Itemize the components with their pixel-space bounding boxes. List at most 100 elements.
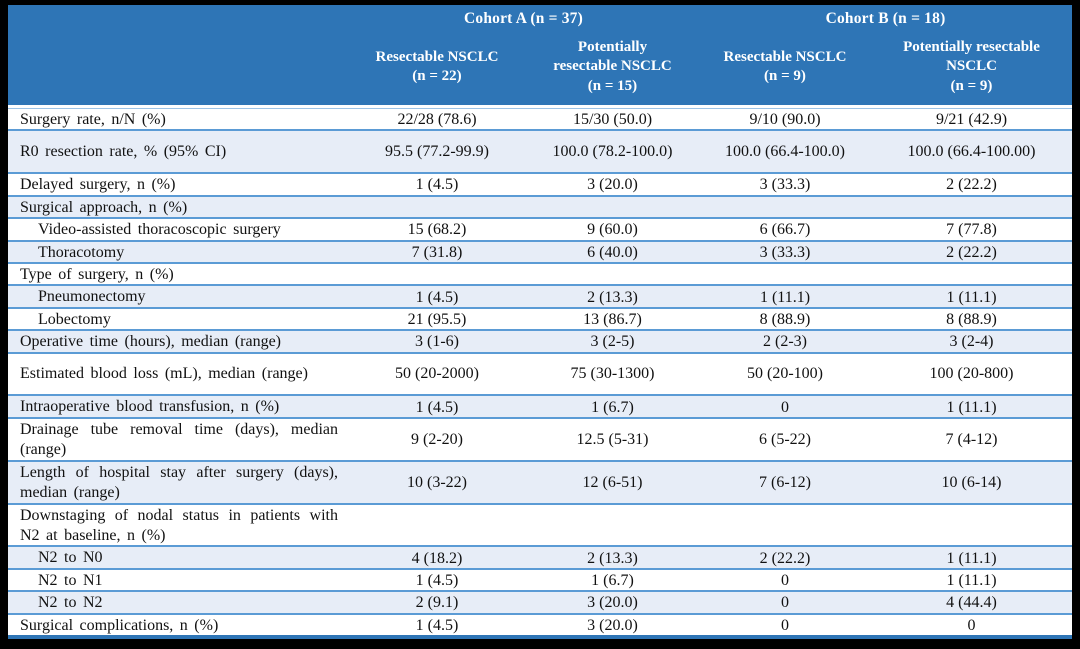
- cell-value-cohortA-potentially-resectable: 6 (40.0): [587, 243, 638, 261]
- table-row: R0 resection rate, % (95% CI) 95.5 (77.2…: [8, 129, 1072, 173]
- row-label: Delayed surgery, n (%): [20, 176, 176, 194]
- table-row: Thoracotomy 7 (31.8) 6 (40.0) 3 (33.3) 2…: [8, 239, 1072, 262]
- row-label: Downstaging of nodal status in patients …: [20, 506, 338, 544]
- table-row: Operative time (hours), median (range) 3…: [8, 329, 1072, 352]
- cell-value-cohortB-potentially-resectable: 1 (11.1): [946, 398, 997, 416]
- row-label: Estimated blood loss (mL), median (range…: [20, 364, 308, 382]
- cell-value-cohortB-potentially-resectable: 7 (4-12): [945, 431, 998, 449]
- row-label: Length of hospital stay after surgery (d…: [20, 463, 338, 502]
- cell-value-cohortB-resectable: 6 (66.7): [759, 221, 811, 239]
- cell-value-cohortA-potentially-resectable: 2 (13.3): [587, 549, 638, 567]
- cell-value-cohortA-potentially-resectable: 12 (6-51): [582, 474, 643, 492]
- cell-value-cohortA-resectable: 7 (31.8): [411, 243, 463, 261]
- table-row: Video-assisted thoracoscopic surgery 15 …: [8, 217, 1072, 240]
- cell-value-cohortB-potentially-resectable: 100 (20-800): [929, 365, 1014, 383]
- cell-value-cohortA-resectable: 3 (1-6): [415, 333, 459, 351]
- col-header-cohortB-potentially-resectable: Potentially resectable NSCLC (n = 9): [871, 38, 1072, 97]
- cell-value-cohortB-potentially-resectable: 1 (11.1): [946, 549, 997, 567]
- cell-value-cohortB-resectable: 0: [781, 616, 789, 634]
- row-label: Lobectomy: [38, 310, 111, 328]
- cell-value-cohortB-resectable: 3 (33.3): [759, 243, 811, 261]
- cell-value-cohortA-resectable: 9 (2-20): [411, 431, 463, 449]
- col-header-n: (n = 9): [950, 77, 993, 94]
- row-label: Operative time (hours), median (range): [20, 333, 282, 351]
- row-label: N2 to N2: [38, 594, 103, 612]
- row-label: N2 to N0: [38, 549, 103, 567]
- row-label: Surgical complications, n (%): [20, 616, 219, 634]
- cell-value-cohortA-resectable: 22/28 (78.6): [397, 111, 477, 129]
- cell-value-cohortB-resectable: 7 (6-12): [759, 474, 811, 492]
- table-row: Pneumonectomy 1 (4.5) 2 (13.3) 1 (11.1) …: [8, 284, 1072, 307]
- cell-value-cohortB-resectable: 3 (33.3): [759, 176, 811, 194]
- row-label: R0 resection rate, % (95% CI): [20, 142, 227, 160]
- cell-value-cohortB-resectable: 8 (88.9): [759, 311, 811, 329]
- table-row: Estimated blood loss (mL), median (range…: [8, 351, 1072, 395]
- col-header-text: resectable NSCLC: [553, 58, 672, 75]
- row-label: Intraoperative blood transfusion, n (%): [20, 398, 280, 416]
- row-label: Surgical approach, n (%): [20, 198, 188, 216]
- col-header-text: Potentially resectable: [903, 38, 1040, 55]
- cell-value-cohortA-potentially-resectable: 2 (13.3): [587, 288, 638, 306]
- table-row: Surgery rate, n/N (%) 22/28 (78.6) 15/30…: [8, 109, 1072, 130]
- table-row: Delayed surgery, n (%) 1 (4.5) 3 (20.0) …: [8, 172, 1072, 195]
- cell-value-cohortB-resectable: 100.0 (66.4-100.0): [725, 142, 845, 160]
- table-row: N2 to N0 4 (18.2) 2 (13.3) 2 (22.2) 1 (1…: [8, 545, 1072, 568]
- table-row: Drainage tube removal time (days), media…: [8, 416, 1072, 460]
- table-header: Cohort A (n = 37) Cohort B (n = 18) Rese…: [8, 5, 1072, 108]
- col-header-cohortA-potentially-resectable: Potentially resectable NSCLC (n = 15): [526, 38, 699, 97]
- table-row: Type of surgery, n (%): [8, 261, 1072, 285]
- cell-value-cohortB-potentially-resectable: 2 (22.2): [946, 176, 997, 194]
- row-label: Surgery rate, n/N (%): [20, 111, 166, 128]
- cell-value-cohortA-potentially-resectable: 15/30 (50.0): [572, 111, 653, 129]
- col-header-cohortB-resectable: Resectable NSCLC (n = 9): [699, 48, 871, 87]
- cell-value-cohortB-potentially-resectable: 0: [967, 616, 976, 634]
- table-row: Length of hospital stay after surgery (d…: [8, 459, 1072, 503]
- cell-value-cohortB-resectable: 2 (2-3): [763, 333, 807, 351]
- cell-value-cohortB-potentially-resectable: 100.0 (66.4-100.00): [907, 142, 1036, 160]
- cohort-a-header: Cohort A (n = 37): [463, 10, 583, 27]
- cell-value-cohortB-potentially-resectable: 2 (22.2): [946, 243, 997, 261]
- cell-value-cohortA-potentially-resectable: 9 (60.0): [587, 221, 638, 239]
- cell-value-cohortB-potentially-resectable: 3 (2-4): [949, 333, 994, 351]
- cell-value-cohortA-potentially-resectable: 1 (6.7): [591, 398, 634, 416]
- cell-value-cohortA-potentially-resectable: 3 (20.0): [587, 594, 638, 612]
- cell-value-cohortB-resectable: 2 (22.2): [759, 549, 811, 567]
- cell-value-cohortB-potentially-resectable: 1 (11.1): [946, 572, 997, 590]
- cell-value-cohortA-resectable: 15 (68.2): [407, 221, 467, 239]
- cell-value-cohortA-potentially-resectable: 1 (6.7): [591, 572, 634, 590]
- cell-value-cohortA-potentially-resectable: 12.5 (5-31): [576, 431, 649, 449]
- cell-value-cohortB-resectable: 0: [781, 398, 789, 416]
- table-row: Surgical approach, n (%): [8, 194, 1072, 218]
- table-row: N2 to N1 1 (4.5) 1 (6.7) 0 1 (11.1): [8, 567, 1072, 591]
- table-row: N2 to N2 2 (9.1) 3 (20.0) 0 4 (44.4): [8, 590, 1072, 613]
- col-header-cohortA-resectable: Resectable NSCLC (n = 22): [348, 48, 526, 87]
- table-body: Surgery rate, n/N (%) 22/28 (78.6) 15/30…: [8, 108, 1072, 636]
- cell-value-cohortB-potentially-resectable: 10 (6-14): [941, 474, 1002, 492]
- col-header-n: (n = 9): [764, 68, 806, 84]
- cell-value-cohortB-potentially-resectable: 7 (77.8): [946, 221, 997, 239]
- cohort-header-row: Cohort A (n = 37) Cohort B (n = 18): [8, 5, 1072, 33]
- row-label: N2 to N1: [38, 571, 103, 589]
- table-row: Downstaging of nodal status in patients …: [8, 502, 1072, 546]
- cell-value-cohortA-resectable: 95.5 (77.2-99.9): [385, 142, 489, 160]
- cell-value-cohortA-potentially-resectable: 3 (2-5): [590, 333, 635, 351]
- cell-value-cohortA-resectable: 21 (95.5): [407, 311, 467, 329]
- cell-value-cohortB-potentially-resectable: 4 (44.4): [946, 594, 997, 612]
- cell-value-cohortA-resectable: 1 (4.5): [415, 176, 459, 194]
- col-header-n: (n = 22): [412, 68, 462, 84]
- cell-value-cohortA-potentially-resectable: 3 (20.0): [587, 176, 638, 194]
- subgroup-header-row: Resectable NSCLC (n = 22) Potentially re…: [8, 33, 1072, 105]
- row-label: Thoracotomy: [38, 243, 125, 261]
- cell-value-cohortB-resectable: 6 (5-22): [759, 431, 811, 449]
- table-row: Lobectomy 21 (95.5) 13 (86.7) 8 (88.9) 8…: [8, 306, 1072, 330]
- cell-value-cohortB-potentially-resectable: 8 (88.9): [946, 311, 997, 329]
- surgery-outcomes-table: Cohort A (n = 37) Cohort B (n = 18) Rese…: [8, 5, 1072, 639]
- cell-value-cohortA-potentially-resectable: 100.0 (78.2-100.0): [552, 142, 673, 160]
- row-label: Pneumonectomy: [38, 288, 146, 306]
- row-label: Drainage tube removal time (days), media…: [20, 420, 338, 459]
- row-label: Type of surgery, n (%): [20, 265, 174, 283]
- table-row: Intraoperative blood transfusion, n (%) …: [8, 394, 1072, 417]
- col-header-text: Potentially: [577, 38, 648, 55]
- cell-value-cohortB-resectable: 0: [781, 594, 789, 612]
- cell-value-cohortB-resectable: 0: [781, 572, 789, 590]
